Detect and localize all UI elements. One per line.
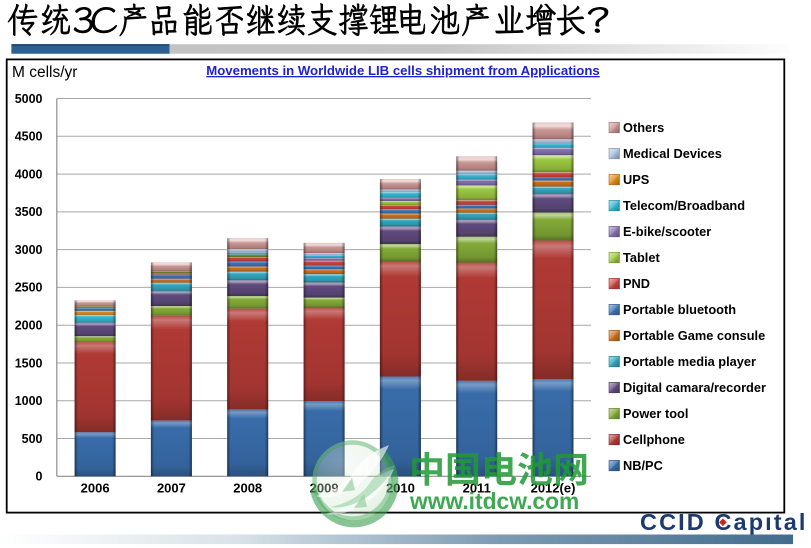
svg-text:1000: 1000 <box>15 394 43 408</box>
svg-text:www.itdcw.com: www.itdcw.com <box>409 488 579 514</box>
svg-text:Tablet: Tablet <box>623 250 660 265</box>
svg-text:2006: 2006 <box>81 481 110 496</box>
svg-text:2011: 2011 <box>463 481 491 496</box>
svg-text:2000: 2000 <box>15 319 43 333</box>
svg-text:2500: 2500 <box>15 281 43 295</box>
svg-text:Power tool: Power tool <box>623 406 688 421</box>
svg-text:Portable Game consule: Portable Game consule <box>623 328 765 343</box>
svg-text:E-bike/scooter: E-bike/scooter <box>623 224 711 239</box>
svg-text:NB/PC: NB/PC <box>623 458 663 473</box>
svg-text:1500: 1500 <box>15 356 43 370</box>
svg-text:0: 0 <box>36 470 43 484</box>
svg-text:5000: 5000 <box>15 92 43 106</box>
svg-text:UPS: UPS <box>623 172 650 187</box>
svg-text:Cellphone: Cellphone <box>623 432 685 447</box>
svg-text:Digital camara/recorder: Digital camara/recorder <box>623 380 766 395</box>
svg-text:Telecom/Broadband: Telecom/Broadband <box>623 198 745 213</box>
svg-text:M cells/yr: M cells/yr <box>12 64 77 81</box>
svg-text:4000: 4000 <box>15 167 43 181</box>
svg-text:Movements in Worldwide LIB cel: Movements in Worldwide LIB cells shipmen… <box>206 63 599 78</box>
svg-text:4500: 4500 <box>15 130 43 144</box>
svg-text:2007: 2007 <box>157 481 186 496</box>
svg-text:PND: PND <box>623 276 650 291</box>
svg-text:500: 500 <box>22 432 43 446</box>
svg-text:2008: 2008 <box>233 481 262 496</box>
svg-text:Portable bluetooth: Portable bluetooth <box>623 302 736 317</box>
svg-text:Others: Others <box>623 120 664 135</box>
svg-text:Portable media player: Portable media player <box>623 354 756 369</box>
svg-text:3500: 3500 <box>15 205 43 219</box>
svg-text:3000: 3000 <box>15 243 43 257</box>
svg-text:Medical Devices: Medical Devices <box>623 146 722 161</box>
